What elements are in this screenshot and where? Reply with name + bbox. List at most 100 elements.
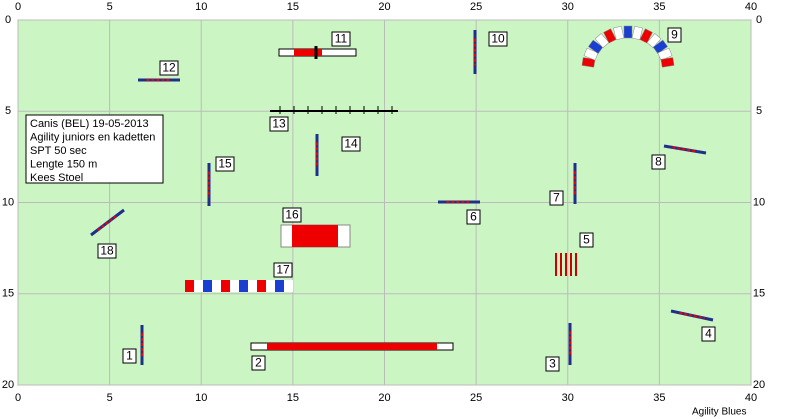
- tunnel-seg: [583, 47, 599, 61]
- y-tick-label: 5: [756, 105, 762, 117]
- obstacle-label-box: [579, 232, 594, 248]
- obstacles: [90, 25, 714, 365]
- tunnel-seg: [660, 57, 675, 68]
- y-tick-label: 15: [2, 288, 14, 300]
- tunnel-seg: [581, 57, 596, 68]
- obstacle-label-box: [701, 326, 716, 342]
- obstacle-number: 5: [583, 233, 590, 247]
- obstacle-number: 7: [553, 191, 560, 205]
- tunnel-seg: [221, 280, 230, 292]
- x-tick-label: 25: [470, 392, 482, 404]
- tunnel-seg: [657, 47, 673, 61]
- tunnel-seg: [203, 280, 212, 292]
- tunnel-seg: [194, 280, 203, 292]
- tunnel-seg: [275, 280, 284, 292]
- tunnel-seg: [266, 280, 275, 292]
- y-tick-label: 10: [2, 196, 14, 208]
- tunnel-seg: [631, 25, 643, 41]
- info-line: SPT 50 sec: [30, 145, 87, 157]
- obstacle-label-box: [667, 27, 682, 43]
- tunnel-seg: [588, 39, 604, 54]
- obstacle-label-box: [269, 116, 289, 132]
- tunnel-seg: [594, 33, 610, 49]
- obstacle-number: 14: [344, 137, 358, 151]
- obstacle-number: 11: [335, 32, 348, 46]
- x-tick-label: 30: [562, 1, 574, 13]
- y-tick-label: 20: [753, 379, 765, 391]
- tunnel-seg: [623, 25, 633, 39]
- obstacle-number: 15: [218, 157, 232, 171]
- footer: Agility Blues: [692, 407, 746, 418]
- tunnel-seg: [613, 25, 625, 41]
- obstacle-label-box: [545, 356, 560, 372]
- obstacle-label-box: [215, 156, 235, 172]
- obstacle-label-box: [282, 207, 302, 223]
- obstacle-number: 6: [470, 210, 477, 224]
- x-tick-label: 20: [378, 392, 390, 404]
- obstacle-label-box: [159, 60, 179, 76]
- info-line: Agility juniors en kadetten: [30, 131, 155, 143]
- obstacle-label-box: [251, 355, 266, 371]
- obstacle-label-box: [488, 31, 508, 47]
- tunnel-seg: [185, 280, 194, 292]
- x-tick-label: 30: [562, 392, 574, 404]
- obstacle-number: 17: [276, 263, 290, 277]
- x-tick-label: 0: [15, 392, 21, 404]
- obstacle-number: 13: [272, 117, 286, 131]
- x-tick-label: 40: [745, 392, 757, 404]
- info-line: Canis (BEL) 19-05-2013: [30, 118, 149, 130]
- y-tick-label: 20: [2, 379, 14, 391]
- x-tick-label: 5: [107, 1, 113, 13]
- tunnel-seg: [284, 280, 293, 292]
- obstacle-number: 10: [491, 32, 505, 46]
- tunnel-seg: [230, 280, 239, 292]
- obstacle-label-box: [331, 31, 351, 47]
- obstacle-label-box: [97, 243, 117, 259]
- obstacle-label-box: [466, 209, 481, 225]
- x-tick-label: 35: [653, 1, 665, 13]
- x-tick-label: 25: [470, 1, 482, 13]
- jump-pole: [679, 311, 705, 320]
- jump-pole: [672, 146, 698, 153]
- info-box: [25, 114, 164, 184]
- x-tick-label: 40: [745, 1, 757, 13]
- obstacle-number: 1: [126, 349, 133, 363]
- x-tick-label: 0: [15, 1, 21, 13]
- x-tick-label: 10: [195, 1, 207, 13]
- info-line: Kees Stoel: [30, 172, 83, 184]
- obstacle-number: 18: [100, 244, 114, 258]
- obstacle-label-box: [549, 190, 564, 206]
- obstacle-label-box: [341, 136, 361, 152]
- x-tick-label: 5: [107, 392, 113, 404]
- obstacle-number: 16: [285, 208, 299, 222]
- y-tick-label: 0: [5, 14, 11, 26]
- obstacle-number: 2: [255, 356, 262, 370]
- x-tick-label: 35: [653, 392, 665, 404]
- tunnel-seg: [239, 280, 248, 292]
- obstacle-label-box: [273, 262, 293, 278]
- y-tick-label: 0: [756, 14, 762, 26]
- tunnel-seg: [603, 28, 617, 44]
- obstacle-number: 8: [655, 155, 662, 169]
- obstacle-number: 12: [162, 61, 176, 75]
- x-tick-label: 15: [287, 1, 299, 13]
- jump-pole: [96, 214, 119, 231]
- tunnel-seg: [646, 33, 662, 49]
- obstacle-number: 3: [549, 357, 556, 371]
- obstacle-number: 4: [705, 327, 712, 341]
- x-tick-label: 20: [378, 1, 390, 13]
- obstacle-label-box: [122, 348, 137, 364]
- y-tick-label: 10: [753, 196, 765, 208]
- tunnel-seg: [652, 39, 668, 54]
- y-tick-label: 5: [5, 105, 11, 117]
- tunnel-seg: [257, 280, 266, 292]
- y-tick-label: 15: [753, 288, 765, 300]
- info-line: Lengte 150 m: [30, 158, 97, 170]
- x-tick-label: 10: [195, 392, 207, 404]
- tunnel-seg: [248, 280, 257, 292]
- tunnel-seg: [639, 28, 653, 44]
- obstacle-label-box: [651, 154, 666, 170]
- tunnel-seg: [212, 280, 221, 292]
- x-tick-label: 15: [287, 392, 299, 404]
